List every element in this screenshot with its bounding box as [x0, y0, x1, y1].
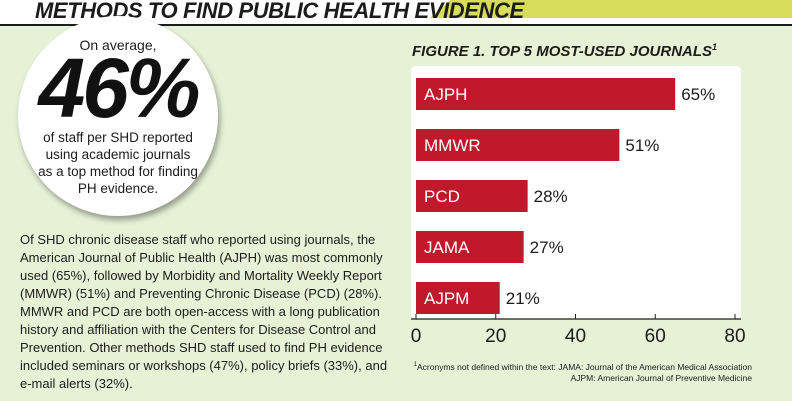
figure-title: FIGURE 1. TOP 5 MOST-USED JOURNALS1: [412, 42, 717, 60]
x-tick-label-60: 60: [645, 326, 666, 347]
bar-pcd: [416, 180, 528, 212]
value-label-ajpm: 21%: [506, 289, 540, 308]
value-label-pcd: 28%: [534, 187, 568, 206]
bar-mmwr: [416, 129, 620, 161]
x-tick-label-20: 20: [485, 326, 506, 347]
stat-intro: On average,: [79, 37, 157, 53]
stat-description: of staff per SHD reported using academic…: [38, 130, 198, 196]
stat-value: 46%: [38, 41, 200, 135]
value-label-jama: 27%: [530, 238, 564, 257]
x-tick-label-40: 40: [565, 326, 586, 347]
x-tick-label-0: 0: [411, 326, 422, 347]
footnote-line-2: AJPM: American Journal of Preventive Med…: [570, 372, 752, 383]
category-label-ajpm: AJPM: [424, 289, 469, 308]
value-label-ajph: 65%: [681, 85, 715, 104]
figure-title-text: FIGURE 1. TOP 5 MOST-USED JOURNALS: [412, 43, 713, 60]
footnote-sup: 1: [413, 362, 418, 368]
bar-ajph: [416, 78, 676, 110]
figure-title-sup: 1: [712, 42, 718, 52]
x-tick-label-80: 80: [724, 326, 745, 347]
category-label-mmwr: MMWR: [424, 136, 481, 155]
category-label-jama: JAMA: [424, 238, 470, 257]
accent-band: [430, 0, 792, 18]
bar-ajpm: [416, 282, 500, 314]
section-title: METHODS TO FIND PUBLIC HEALTH EVIDENCE: [35, 0, 524, 23]
footnote: 1Acronyms not defined within the text: J…: [412, 360, 752, 384]
header-rule: [0, 24, 792, 26]
footnote-line-1: 1Acronyms not defined within the text: J…: [412, 360, 752, 373]
value-label-mmwr: 51%: [625, 136, 659, 155]
bar-jama: [416, 231, 524, 263]
footnote-text-1: Acronyms not defined within the text: JA…: [417, 361, 752, 372]
category-label-ajph: AJPH: [424, 85, 467, 104]
category-label-pcd: PCD: [424, 187, 460, 206]
stat-callout-circle: [18, 16, 218, 216]
body-paragraph: Of SHD chronic disease staff who reporte…: [20, 232, 388, 391]
